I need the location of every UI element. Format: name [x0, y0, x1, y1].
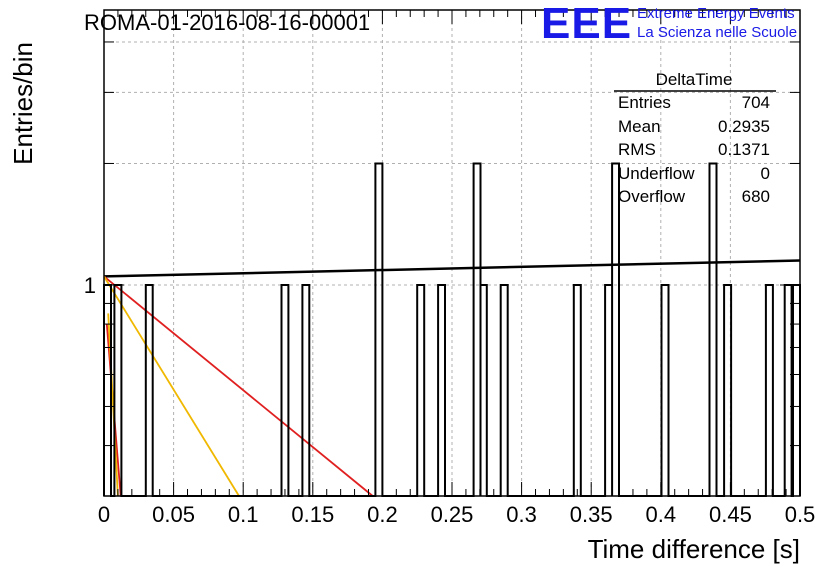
stats-value: 0	[760, 163, 770, 183]
x-tick-label: 0.4	[646, 502, 677, 527]
y-tick-labels: 1	[84, 273, 96, 298]
stats-value: 680	[741, 187, 770, 206]
stats-row: Underflow 0	[618, 164, 770, 186]
x-tick-label: 0.35	[570, 502, 613, 527]
stats-label: Overflow	[618, 187, 686, 206]
stats-box-frame	[614, 90, 776, 92]
fit-line	[103, 259, 801, 278]
logo-line-2: La Scienza nelle Scuole	[637, 24, 798, 41]
stats-value: 0.1371	[718, 140, 770, 159]
stats-row: Entries 704	[618, 93, 770, 115]
stats-row: RMS 0.1371	[618, 140, 770, 162]
axis-ticks	[103, 10, 801, 496]
x-tick-label: 0.5	[785, 502, 816, 527]
grid	[103, 10, 801, 496]
x-tick-label: 0.15	[291, 502, 334, 527]
stats-value: 704	[741, 93, 770, 112]
fit-line	[107, 313, 119, 497]
x-tick-label: 0	[98, 502, 110, 527]
y-axis-title: Entries/bin	[8, 42, 38, 165]
x-axis-title: Time difference [s]	[588, 534, 800, 564]
x-tick-label: 0.25	[431, 502, 474, 527]
fit-line	[103, 275, 374, 497]
logo-line-1: Extreme Energy Events	[637, 5, 795, 22]
stats-label: RMS	[618, 140, 656, 159]
x-tick-label: 0.45	[709, 502, 752, 527]
stats-row: Overflow 680	[618, 187, 770, 209]
stats-label: Underflow	[618, 163, 695, 183]
stats-box-title: DeltaTime	[655, 70, 733, 89]
x-tick-labels: 0 0.05 0.1 0.15 0.2 0.25 0.3 0.35 0.4 0.45 0.5	[98, 502, 815, 527]
x-tick-label: 0.3	[506, 502, 537, 527]
fit-line	[103, 275, 240, 497]
eee-logo-mark: EEE	[541, 0, 633, 48]
stats-label: Mean	[618, 116, 661, 136]
chart-title: ROMA-01-2016-08-16-00001	[84, 10, 371, 35]
stats-row: Mean 0.2935	[618, 117, 770, 139]
stats-value: 0.2935	[718, 116, 770, 136]
stats-label: Entries	[618, 93, 671, 112]
y-tick-label: 1	[84, 273, 96, 298]
x-tick-label: 0.2	[367, 502, 398, 527]
x-tick-label: 0.1	[228, 502, 259, 527]
x-tick-label: 0.05	[152, 502, 195, 527]
